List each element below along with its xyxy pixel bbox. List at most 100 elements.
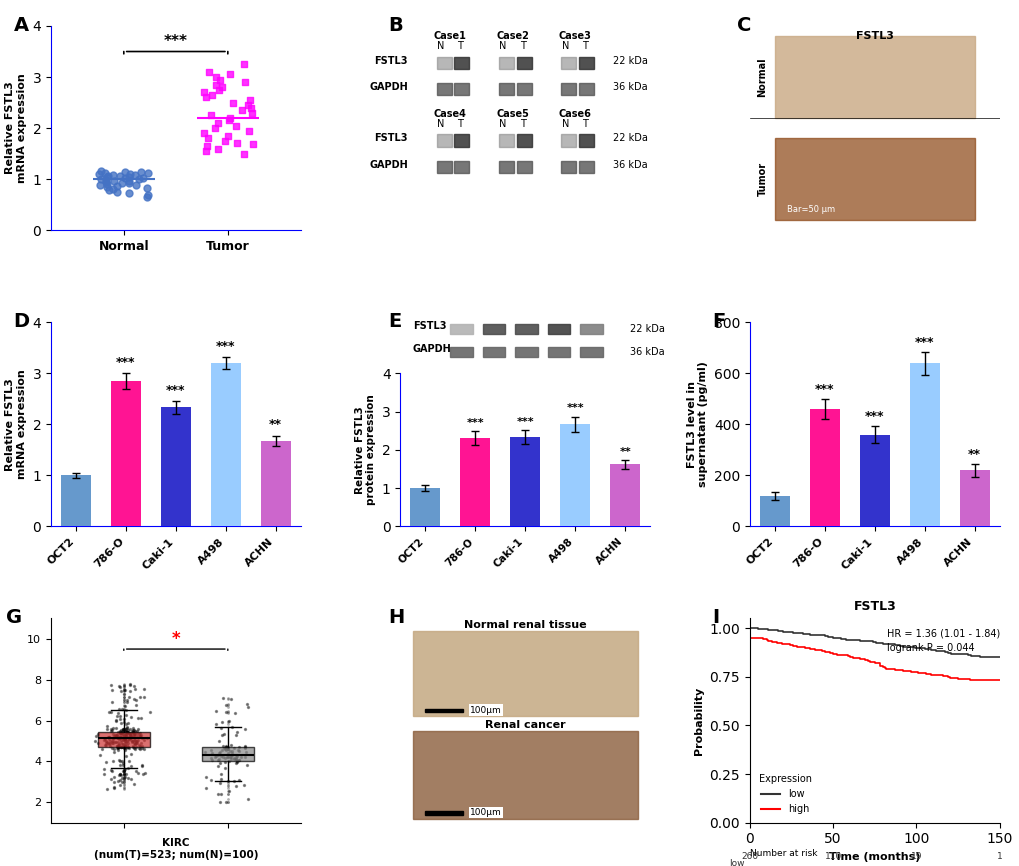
Point [106,728,122,742]
Point [124,734,141,748]
Point [127,735,144,749]
Point [104,721,120,735]
Point [214,81,230,94]
Text: N: N [561,42,569,51]
Point [208,78,224,92]
Point [219,773,235,787]
Point [116,712,132,726]
Point [240,792,257,806]
Point [239,701,256,714]
Point [105,727,121,740]
Point [98,738,114,752]
Point [218,740,234,753]
Bar [774,139,974,220]
Point [112,768,128,782]
Point [110,735,126,749]
Point [117,771,133,785]
Bar [516,83,531,95]
Point [230,773,247,787]
Text: I: I [712,608,719,627]
Point [115,723,131,737]
Point [223,748,239,762]
Point [135,767,151,781]
Point [111,731,127,745]
Bar [436,83,451,95]
Point [127,765,144,779]
Point [209,747,225,761]
Point [110,740,126,753]
Point [121,166,138,180]
Point [97,755,113,769]
Bar [516,161,531,173]
Point [122,726,139,740]
Point [114,737,130,751]
Point [120,177,137,191]
Point [105,742,121,756]
Point [117,736,133,750]
Point [112,754,128,768]
Point [116,732,132,746]
Point [229,137,246,151]
Point [116,734,132,748]
Bar [161,408,191,527]
Text: Bar=50 μm: Bar=50 μm [787,205,835,214]
Point [131,728,148,742]
Point [221,744,237,758]
Y-axis label: Relative FSTL3
mRNA expression: Relative FSTL3 mRNA expression [5,74,26,183]
Point [91,167,107,181]
Text: Case4: Case4 [433,109,467,119]
Text: C: C [737,16,751,35]
Point [137,734,153,747]
Point [112,713,128,727]
Point [117,767,133,781]
Point [109,774,125,788]
Text: G: G [6,608,22,627]
Point [112,680,128,694]
Point [204,88,220,102]
Point [112,726,128,740]
Point [131,727,148,740]
Point [103,678,119,692]
Point [213,767,229,781]
Text: Number at risk: Number at risk [749,850,816,858]
Point [210,116,226,130]
Point [113,726,129,740]
Point [137,766,153,780]
Point [111,733,127,746]
Point [211,753,227,766]
Point [112,778,128,792]
Point [113,772,129,785]
Point [113,723,129,737]
Point [106,781,122,795]
Point [97,165,113,179]
Point [119,726,136,740]
Point [212,746,228,759]
Point [126,727,143,740]
Point [197,746,213,759]
Point [111,753,127,767]
Bar [453,161,469,173]
Point [129,711,146,725]
Point [121,730,138,744]
Point [113,176,129,190]
Text: GAPDH: GAPDH [413,344,451,353]
Point [117,732,133,746]
Point [120,716,137,730]
Point [99,180,115,194]
Point [222,738,238,752]
Point [91,736,107,750]
Text: 36 kDa: 36 kDa [630,346,664,357]
Bar [516,134,531,146]
Bar [498,83,514,95]
Point [118,695,135,708]
Point [118,694,135,708]
Point [210,759,226,773]
Point [116,764,132,778]
Bar [498,161,514,173]
Point [118,720,135,734]
Point [222,750,238,764]
Point [235,146,252,160]
Point [216,755,232,769]
Bar [560,161,576,173]
Point [228,779,245,793]
